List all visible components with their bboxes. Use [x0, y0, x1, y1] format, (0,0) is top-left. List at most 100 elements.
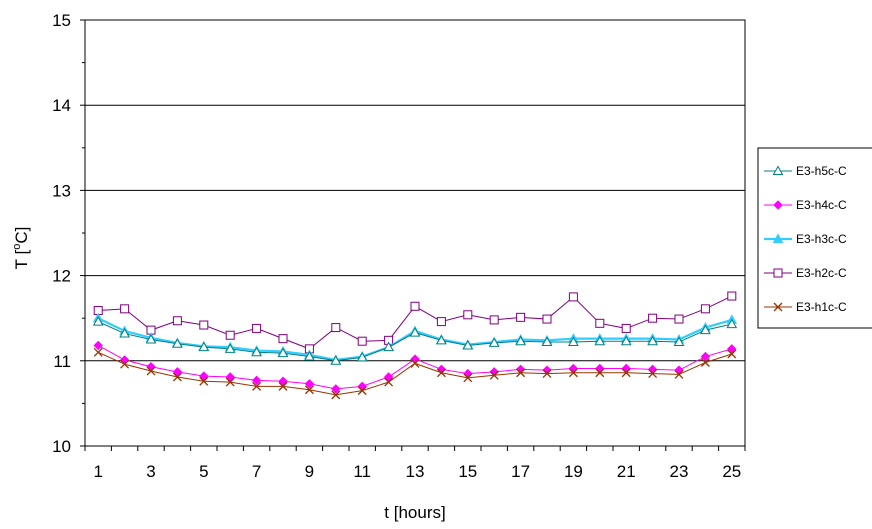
data-point [278, 334, 288, 344]
y-tick-label: 13 [52, 181, 71, 200]
x-axis-title: t [hours] [384, 503, 445, 522]
data-point [146, 366, 156, 376]
data-point [198, 341, 210, 352]
legend-swatch-marker [773, 302, 783, 312]
data-point [410, 358, 420, 368]
y-axis-title: T [oC] [11, 227, 31, 270]
data-point [383, 341, 394, 352]
data-point [172, 367, 183, 377]
data-point [700, 324, 711, 335]
data-point [542, 314, 552, 324]
data-point [93, 347, 103, 357]
data-point [357, 336, 367, 346]
data-point [225, 372, 235, 382]
data-point [568, 363, 579, 374]
data-point [647, 364, 658, 375]
legend-item: E3-h5c-C [764, 164, 847, 178]
data-point [410, 301, 420, 311]
data-point [172, 372, 182, 382]
y-axis-title-sup: o [11, 244, 23, 250]
x-tick-label: 1 [93, 462, 102, 481]
data-point [304, 385, 314, 395]
x-tick-label: 19 [564, 462, 583, 481]
data-point [462, 339, 474, 350]
x-tick-label: 7 [252, 462, 261, 481]
data-point [120, 359, 130, 369]
data-point [595, 368, 605, 378]
data-point [277, 347, 289, 358]
data-point [542, 369, 552, 379]
axis-ticks [80, 19, 746, 451]
y-tick-label: 14 [52, 96, 71, 115]
series-E3-h4c-C [93, 340, 737, 394]
data-point [278, 381, 288, 391]
x-tick-label: 11 [353, 462, 371, 481]
x-tick-label: 23 [670, 462, 689, 481]
legend-swatch-marker [773, 200, 783, 210]
plot-area-frame [84, 19, 746, 447]
data-point [357, 386, 367, 396]
data-point [648, 369, 658, 379]
legend-label: E3-h5c-C [796, 164, 847, 178]
data-point [489, 370, 499, 380]
data-point [199, 320, 209, 330]
y-tick-label: 10 [52, 437, 71, 456]
data-point [488, 337, 500, 347]
data-point [516, 312, 526, 322]
data-point [331, 384, 341, 394]
data-point [225, 330, 235, 340]
series-E3-h1c-C [93, 347, 737, 400]
series-line [97, 345, 732, 390]
legend-swatch-marker [773, 268, 783, 278]
x-tick-label: 9 [305, 462, 314, 481]
legend-item: E3-h4c-C [764, 198, 847, 212]
data-point [436, 368, 446, 378]
data-point [595, 363, 605, 374]
data-point [199, 376, 209, 386]
legend-swatch-marker [772, 165, 784, 175]
data-point [120, 304, 130, 314]
data-point [727, 291, 737, 301]
data-point [146, 362, 156, 372]
data-point [357, 381, 367, 392]
data-point [700, 304, 710, 314]
data-point [252, 323, 262, 333]
data-point [621, 368, 631, 378]
x-tick-label: 13 [406, 462, 425, 481]
data-point [251, 346, 262, 357]
series-group [92, 291, 738, 400]
data-point [304, 351, 315, 361]
data-point [304, 379, 315, 389]
data-point [119, 328, 130, 338]
x-tick-label: 3 [146, 462, 155, 481]
data-point [595, 318, 605, 328]
data-point [92, 316, 104, 326]
data-point [568, 292, 578, 302]
data-point [383, 372, 394, 382]
legend-swatch-marker [772, 233, 784, 243]
y-axis-title-unit: C] [12, 227, 31, 244]
legend-item: E3-h3c-C [764, 232, 847, 246]
y-tick-label: 15 [52, 11, 71, 30]
data-point [199, 371, 209, 381]
x-tick-label: 17 [511, 462, 530, 481]
data-point [515, 335, 526, 346]
legend-label: E3-h2c-C [796, 266, 847, 280]
data-point [145, 333, 157, 344]
data-point [700, 351, 711, 362]
y-axis-title-main: T [ [12, 250, 31, 270]
data-point [594, 335, 606, 346]
x-tick-label: 15 [458, 462, 477, 481]
data-point [384, 377, 394, 387]
data-point [726, 318, 738, 329]
x-tick-label: 5 [199, 462, 208, 481]
grid-lines [85, 104, 745, 362]
data-point [224, 343, 236, 353]
legend-item: E3-h2c-C [764, 266, 847, 280]
data-point [330, 355, 342, 365]
data-point [356, 351, 368, 362]
x-tick-label: 25 [722, 462, 741, 481]
data-point [172, 316, 182, 326]
